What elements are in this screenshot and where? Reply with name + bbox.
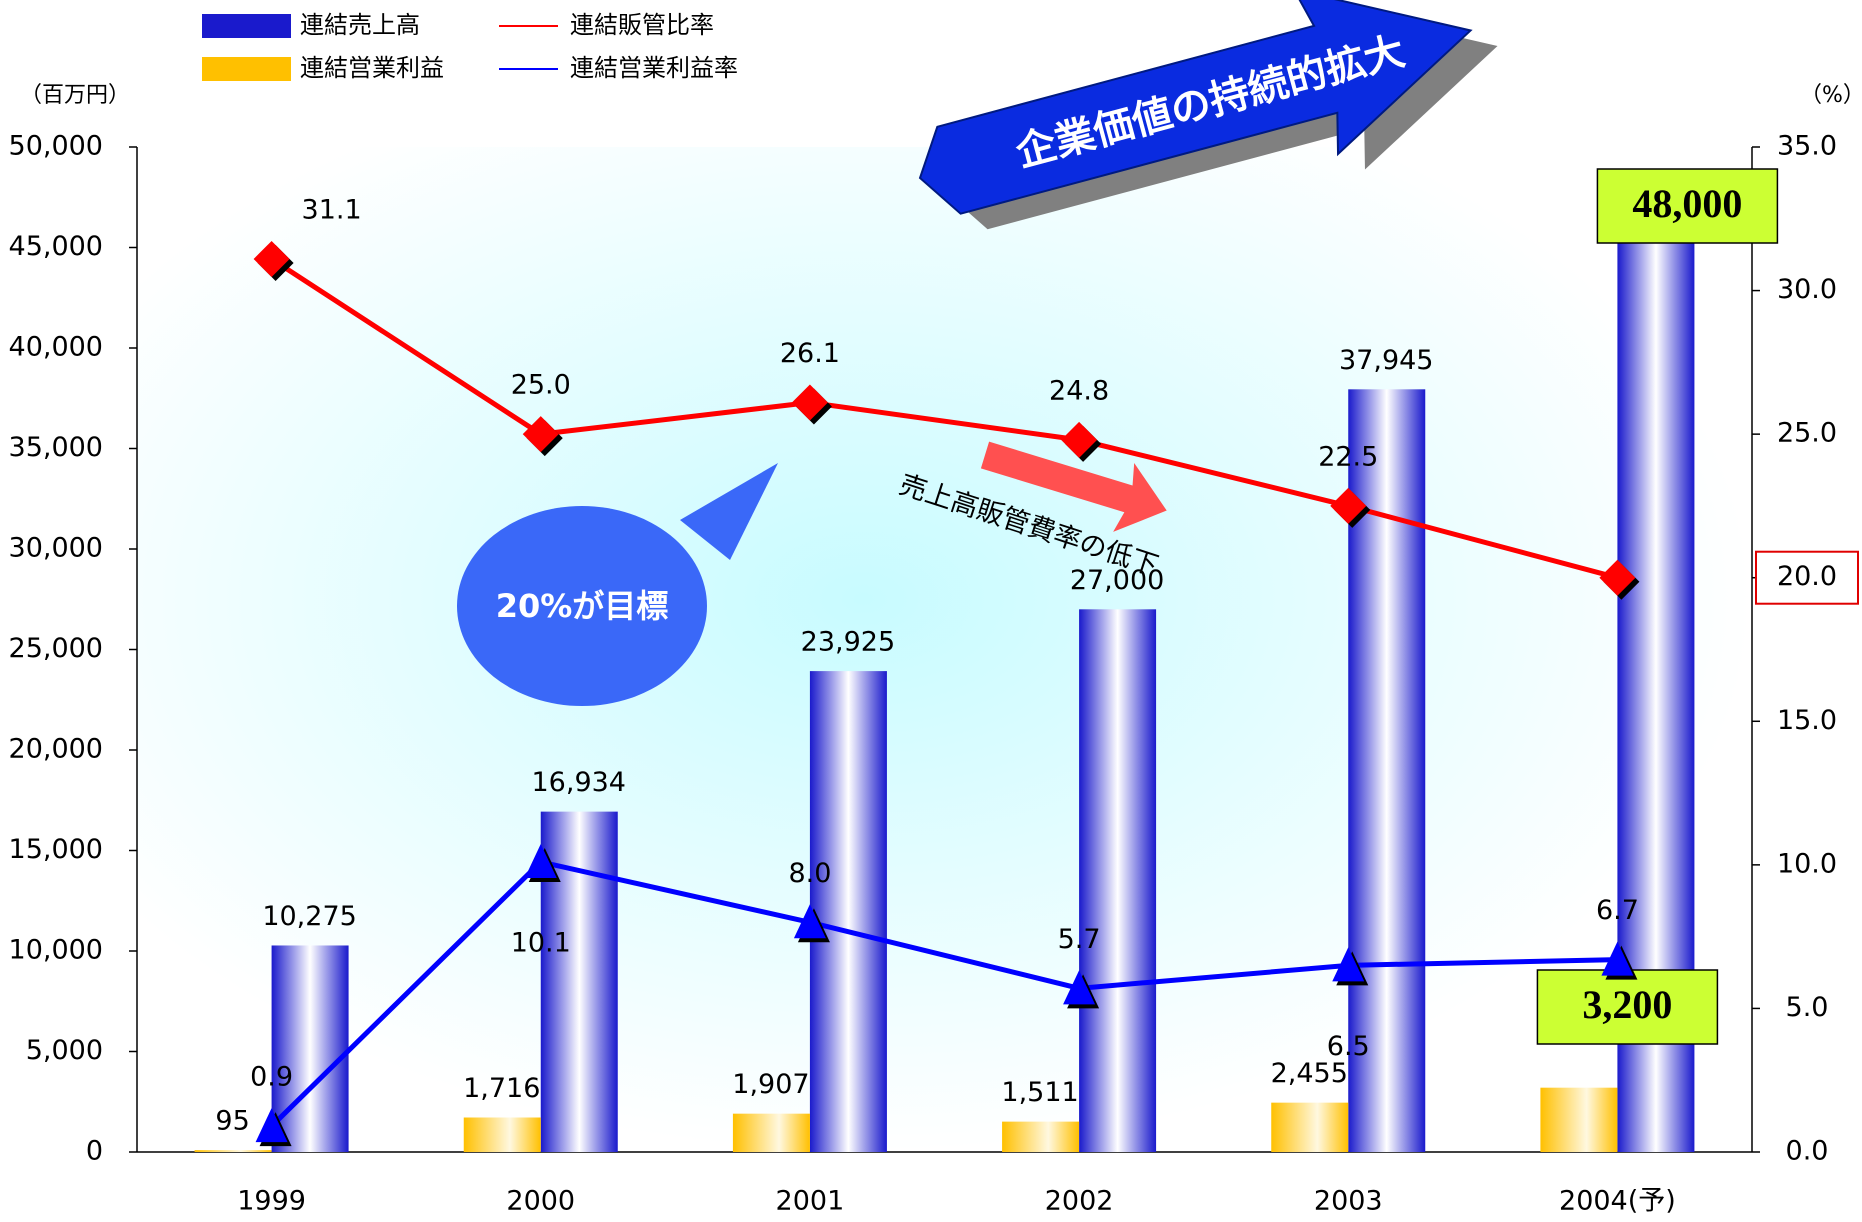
value-label: 23,925 bbox=[801, 627, 895, 658]
x-tick-label: 2001 bbox=[776, 1186, 845, 1217]
value-label: 37,945 bbox=[1339, 345, 1433, 376]
marker bbox=[1599, 559, 1636, 596]
bar bbox=[809, 671, 887, 1152]
y-tick-label: 50,000 bbox=[9, 131, 103, 162]
legend-label: 連結売上高 bbox=[300, 11, 420, 39]
value-label: 48,000 bbox=[1632, 181, 1742, 226]
value-label: 24.8 bbox=[1049, 375, 1109, 406]
value-label: 22.5 bbox=[1318, 441, 1378, 472]
value-box bbox=[1536, 969, 1719, 1045]
value-label: 5.7 bbox=[1058, 924, 1101, 955]
bar bbox=[1002, 1121, 1080, 1152]
y2-tick-label: 0.0 bbox=[1786, 1136, 1829, 1167]
legend-swatch bbox=[202, 14, 291, 38]
value-label: 10,275 bbox=[262, 901, 356, 932]
marker bbox=[1601, 941, 1634, 976]
value-box bbox=[1596, 168, 1779, 244]
right-axis-unit: （%） bbox=[1800, 83, 1862, 108]
target-bubble: 20%が目標 bbox=[457, 463, 778, 706]
value-label: 3,200 bbox=[1582, 982, 1672, 1027]
y-tick-label: 10,000 bbox=[9, 935, 103, 966]
value-label: 2,455 bbox=[1271, 1058, 1348, 1089]
y-tick-label: 30,000 bbox=[9, 533, 103, 564]
line bbox=[270, 256, 1619, 581]
value-label: 8.0 bbox=[788, 858, 831, 889]
y2-tick-label: 35.0 bbox=[1777, 131, 1837, 162]
marker bbox=[793, 904, 826, 939]
value-label: 16,934 bbox=[532, 767, 626, 798]
legend-swatch bbox=[202, 57, 291, 81]
value-label: 1,907 bbox=[732, 1069, 809, 1100]
left-axis-unit: （百万円） bbox=[20, 83, 130, 108]
y2-tick-label: 10.0 bbox=[1777, 848, 1837, 879]
marker bbox=[1332, 947, 1365, 982]
value-label: 6.7 bbox=[1596, 895, 1639, 926]
y-tick-label: 5,000 bbox=[26, 1035, 103, 1066]
bar bbox=[1540, 1087, 1618, 1152]
line bbox=[269, 859, 1618, 1128]
value-label: 6.5 bbox=[1327, 1031, 1370, 1062]
bar bbox=[732, 1113, 810, 1152]
legend-label: 連結販管比率 bbox=[570, 11, 714, 39]
bar bbox=[463, 1117, 541, 1152]
marker bbox=[1061, 421, 1098, 458]
value-label: 0.9 bbox=[250, 1062, 293, 1093]
y-tick-label: 20,000 bbox=[9, 734, 103, 765]
bar bbox=[1271, 1102, 1349, 1152]
marker bbox=[791, 384, 828, 421]
bubble-label: 20%が目標 bbox=[496, 587, 669, 625]
highlight-box bbox=[1755, 550, 1859, 605]
y-tick-label: 25,000 bbox=[9, 633, 103, 664]
legend-label: 連結営業利益率 bbox=[570, 54, 738, 82]
value-label: 1,716 bbox=[463, 1073, 540, 1104]
plot-background bbox=[137, 147, 1752, 1152]
plot: 0 5,000 10,000 15,000 20,000 25,000 30,000 35,0… bbox=[9, 131, 1859, 1217]
y2-tick-label: 15.0 bbox=[1777, 705, 1837, 736]
y-tick-label: 40,000 bbox=[9, 332, 103, 363]
y-tick-label: 0 bbox=[86, 1136, 103, 1167]
x-tick-label: 2003 bbox=[1314, 1186, 1383, 1217]
x-tick-label: 1999 bbox=[237, 1186, 306, 1217]
value-label: 95 bbox=[215, 1106, 249, 1137]
x-tick-label: 2000 bbox=[506, 1186, 575, 1217]
marker bbox=[524, 843, 557, 878]
y2-tick-label: 5.0 bbox=[1786, 992, 1829, 1023]
y-tick-label: 35,000 bbox=[9, 432, 103, 463]
marker bbox=[522, 416, 559, 453]
bar bbox=[1079, 609, 1157, 1152]
y2-tick-label: 25.0 bbox=[1777, 418, 1837, 449]
value-label: 31.1 bbox=[302, 194, 362, 225]
marker bbox=[1330, 487, 1367, 524]
x-tick-label: 2004(予) bbox=[1559, 1186, 1676, 1217]
y-tick-label: 45,000 bbox=[9, 231, 103, 262]
value-label: 10.1 bbox=[511, 927, 571, 958]
value-label: 25.0 bbox=[511, 370, 571, 401]
value-label: 1,511 bbox=[1001, 1077, 1078, 1108]
bar bbox=[271, 945, 349, 1152]
y-tick-label: 15,000 bbox=[9, 834, 103, 865]
x-tick-label: 2002 bbox=[1045, 1186, 1114, 1217]
value-label: 27,000 bbox=[1070, 565, 1164, 596]
marker bbox=[255, 1108, 288, 1143]
marker bbox=[253, 240, 290, 277]
bar bbox=[194, 1150, 272, 1152]
y2-tick-label: 20.0 bbox=[1777, 561, 1837, 592]
trend-arrow bbox=[980, 441, 1167, 532]
value-label: 26.1 bbox=[780, 338, 840, 369]
marker bbox=[1063, 970, 1096, 1005]
y2-tick-label: 30.0 bbox=[1777, 274, 1837, 305]
legend-label: 連結営業利益 bbox=[300, 54, 444, 82]
